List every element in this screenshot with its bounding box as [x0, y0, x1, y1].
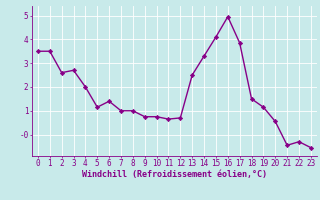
- X-axis label: Windchill (Refroidissement éolien,°C): Windchill (Refroidissement éolien,°C): [82, 170, 267, 179]
